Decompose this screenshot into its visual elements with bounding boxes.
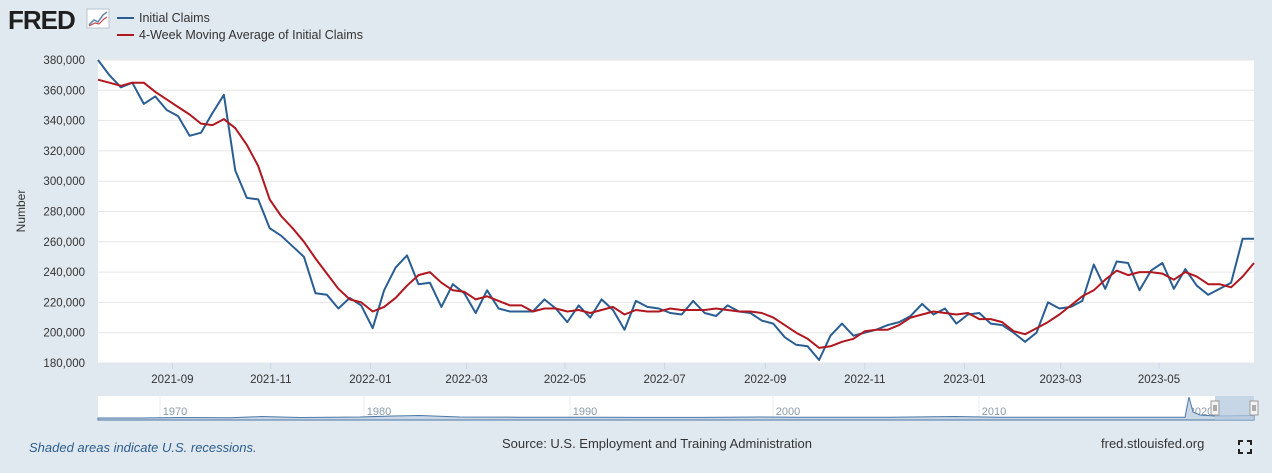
x-axis: 2021-09 2021-11 2022-01 2022-03 2022-05 2022-…	[151, 363, 1180, 386]
y-axis: 180,000 200,000 220,000 240,000 260,000 280,0…	[43, 55, 85, 370]
x-tick-label: 2023-05	[1138, 374, 1180, 386]
navigator-series	[97, 396, 1255, 421]
y-tick-label: 200,000	[43, 328, 85, 340]
x-tick-label: 2023-01	[943, 374, 985, 386]
navigator-selection[interactable]	[1215, 396, 1254, 420]
series-lines	[97, 59, 1255, 361]
x-tick-label: 2022-03	[445, 374, 487, 386]
y-tick-label: 260,000	[43, 237, 85, 249]
legend: Initial Claims 4-Week Moving Average of …	[117, 11, 363, 42]
x-tick-label: 2022-07	[643, 374, 685, 386]
legend-item-moving-average[interactable]: 4-Week Moving Average of Initial Claims	[117, 28, 363, 42]
navigator-background	[98, 396, 1254, 420]
recession-note: Shaded areas indicate U.S. recessions.	[29, 440, 257, 455]
y-axis-label: Number	[14, 190, 28, 233]
navigator-tick-label: 2000	[776, 406, 800, 418]
y-tick-label: 180,000	[43, 358, 85, 370]
x-tick-label: 2021-11	[250, 374, 291, 386]
x-tick-label: 2022-05	[544, 374, 586, 386]
navigator-tick-label: 2010	[982, 406, 1006, 418]
x-tick-label: 2022-01	[349, 374, 391, 386]
y-tick-label: 320,000	[43, 146, 85, 158]
navigator-handle-right[interactable]	[1249, 400, 1259, 416]
navigator-tick-label: 1970	[163, 406, 187, 418]
legend-item-initial-claims[interactable]: Initial Claims	[117, 11, 210, 25]
fullscreen-icon[interactable]	[1238, 440, 1252, 454]
fred-logo-text: FRED	[8, 5, 75, 35]
navigator-tick-label: 1990	[573, 406, 597, 418]
x-tick-label: 2022-09	[744, 374, 786, 386]
gridlines	[98, 59, 1254, 364]
y-tick-label: 240,000	[43, 267, 85, 279]
fred-logo[interactable]: FRED	[8, 5, 110, 35]
navigator[interactable]: 1970 1980 1990 2000 2010 2020	[97, 396, 1259, 421]
x-tick-label: 2022-11	[844, 374, 885, 386]
navigator-handle-left[interactable]	[1210, 400, 1220, 416]
chart-line-icon	[86, 8, 110, 29]
legend-label: Initial Claims	[139, 11, 210, 25]
source-text: Source: U.S. Employment and Training Adm…	[502, 436, 812, 451]
x-tick-label: 2023-03	[1039, 374, 1081, 386]
legend-label: 4-Week Moving Average of Initial Claims	[139, 28, 363, 42]
series-line-initial-claims[interactable]	[97, 59, 1254, 361]
series-line-moving-average[interactable]	[97, 78, 1255, 349]
y-tick-label: 340,000	[43, 116, 85, 128]
y-tick-label: 220,000	[43, 297, 85, 309]
site-link[interactable]: fred.stlouisfed.org	[1101, 436, 1205, 451]
y-tick-label: 380,000	[43, 55, 85, 67]
y-tick-label: 300,000	[43, 176, 85, 188]
y-tick-label: 360,000	[43, 85, 85, 97]
navigator-tick-label: 1980	[367, 406, 391, 418]
y-tick-label: 280,000	[43, 207, 85, 219]
x-tick-label: 2021-09	[151, 374, 193, 386]
